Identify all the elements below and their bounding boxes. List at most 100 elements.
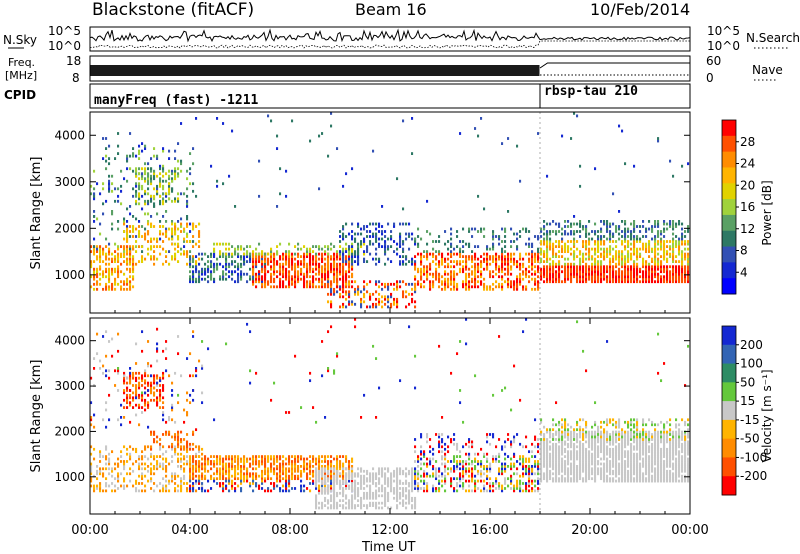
power-cell xyxy=(228,174,231,178)
power-cell xyxy=(465,282,468,286)
power-cell xyxy=(114,199,117,203)
power-cell xyxy=(492,232,495,236)
velocity-cell xyxy=(189,352,192,356)
power-cell xyxy=(534,272,537,276)
power-cell xyxy=(402,290,405,294)
power-cell xyxy=(573,245,576,249)
power-cell xyxy=(678,277,681,281)
power-cell xyxy=(624,232,627,236)
power-cell xyxy=(342,250,345,254)
power-cell xyxy=(330,302,333,306)
power-cell xyxy=(408,247,411,251)
power-cell xyxy=(477,275,480,279)
velocity-cell xyxy=(384,472,387,476)
power-cell xyxy=(657,267,660,271)
power-cell xyxy=(357,262,360,266)
power-cell xyxy=(108,257,111,261)
velocity-cell xyxy=(303,467,306,471)
power-cell xyxy=(393,225,396,228)
power-cell xyxy=(225,262,228,266)
power-cell xyxy=(153,187,156,191)
velocity-cell xyxy=(336,482,339,485)
power-cell xyxy=(459,255,462,259)
power-cell xyxy=(552,250,555,254)
power-cell xyxy=(687,260,690,264)
power-cell xyxy=(309,280,312,284)
power-cell xyxy=(111,189,114,193)
power-cell xyxy=(162,149,165,153)
power-cell xyxy=(519,277,522,281)
power-cell xyxy=(123,272,126,276)
power-cell xyxy=(180,162,183,166)
power-cell xyxy=(93,250,96,254)
power-cell xyxy=(114,250,117,254)
power-cell xyxy=(405,232,408,236)
power-cell xyxy=(522,227,525,231)
velocity-cell xyxy=(312,465,315,468)
velocity-cell xyxy=(153,455,156,458)
power-cell xyxy=(633,262,636,266)
velocity-cell xyxy=(282,462,285,466)
power-cell xyxy=(663,270,666,274)
power-cell xyxy=(108,187,111,191)
power-cell xyxy=(99,272,102,276)
power-cell xyxy=(168,174,171,178)
power-cell xyxy=(627,245,630,249)
velocity-cell xyxy=(144,447,147,451)
velocity-cell xyxy=(369,501,372,505)
power-cell xyxy=(678,275,681,279)
velocity-cell xyxy=(99,460,102,463)
power-cell xyxy=(291,282,294,286)
velocity-cell xyxy=(351,457,354,461)
power-cell xyxy=(315,272,318,276)
power-cell xyxy=(597,275,600,279)
power-cell xyxy=(465,257,468,261)
power-cell xyxy=(93,220,96,223)
power-cell xyxy=(273,277,276,281)
velocity-cell xyxy=(204,469,207,473)
power-cell xyxy=(399,255,402,259)
power-cell xyxy=(495,265,498,269)
power-cell xyxy=(471,280,474,284)
power-cell xyxy=(564,277,567,281)
velocity-cell xyxy=(210,467,213,471)
power-cell xyxy=(141,142,144,146)
power-cell xyxy=(579,272,582,276)
power-cell xyxy=(510,252,513,256)
velocity-cell xyxy=(96,487,99,490)
velocity-cell xyxy=(405,501,408,505)
power-cell xyxy=(180,225,183,228)
power-cell xyxy=(402,280,405,284)
power-cell xyxy=(573,230,576,233)
power-cell xyxy=(489,270,492,274)
velocity-cell xyxy=(336,455,339,458)
power-cell xyxy=(633,250,636,254)
velocity-cell xyxy=(180,445,183,449)
velocity-cell xyxy=(297,467,300,471)
power-cell xyxy=(333,245,336,249)
velocity-cell xyxy=(246,457,249,461)
power-cell xyxy=(492,230,495,233)
power-cell xyxy=(597,240,600,243)
power-cell xyxy=(324,277,327,281)
power-cell xyxy=(618,255,621,259)
power-cell xyxy=(105,147,108,151)
power-cell xyxy=(240,277,243,281)
velocity-cell xyxy=(279,462,282,466)
velocity-cell xyxy=(396,469,399,473)
power-cell xyxy=(552,275,555,279)
power-cell xyxy=(318,285,321,289)
velocity-cell xyxy=(135,371,138,375)
velocity-cell xyxy=(273,487,276,490)
power-cell xyxy=(624,222,627,226)
power-cell xyxy=(132,265,135,269)
velocity-cell xyxy=(321,474,324,478)
power-cell xyxy=(282,255,285,259)
power-cell xyxy=(423,250,426,254)
power-cell xyxy=(141,255,144,259)
power-cell xyxy=(390,235,393,238)
power-cell xyxy=(219,242,222,246)
velocity-cell xyxy=(363,469,366,473)
power-cell xyxy=(423,267,426,271)
power-cell xyxy=(117,245,120,249)
